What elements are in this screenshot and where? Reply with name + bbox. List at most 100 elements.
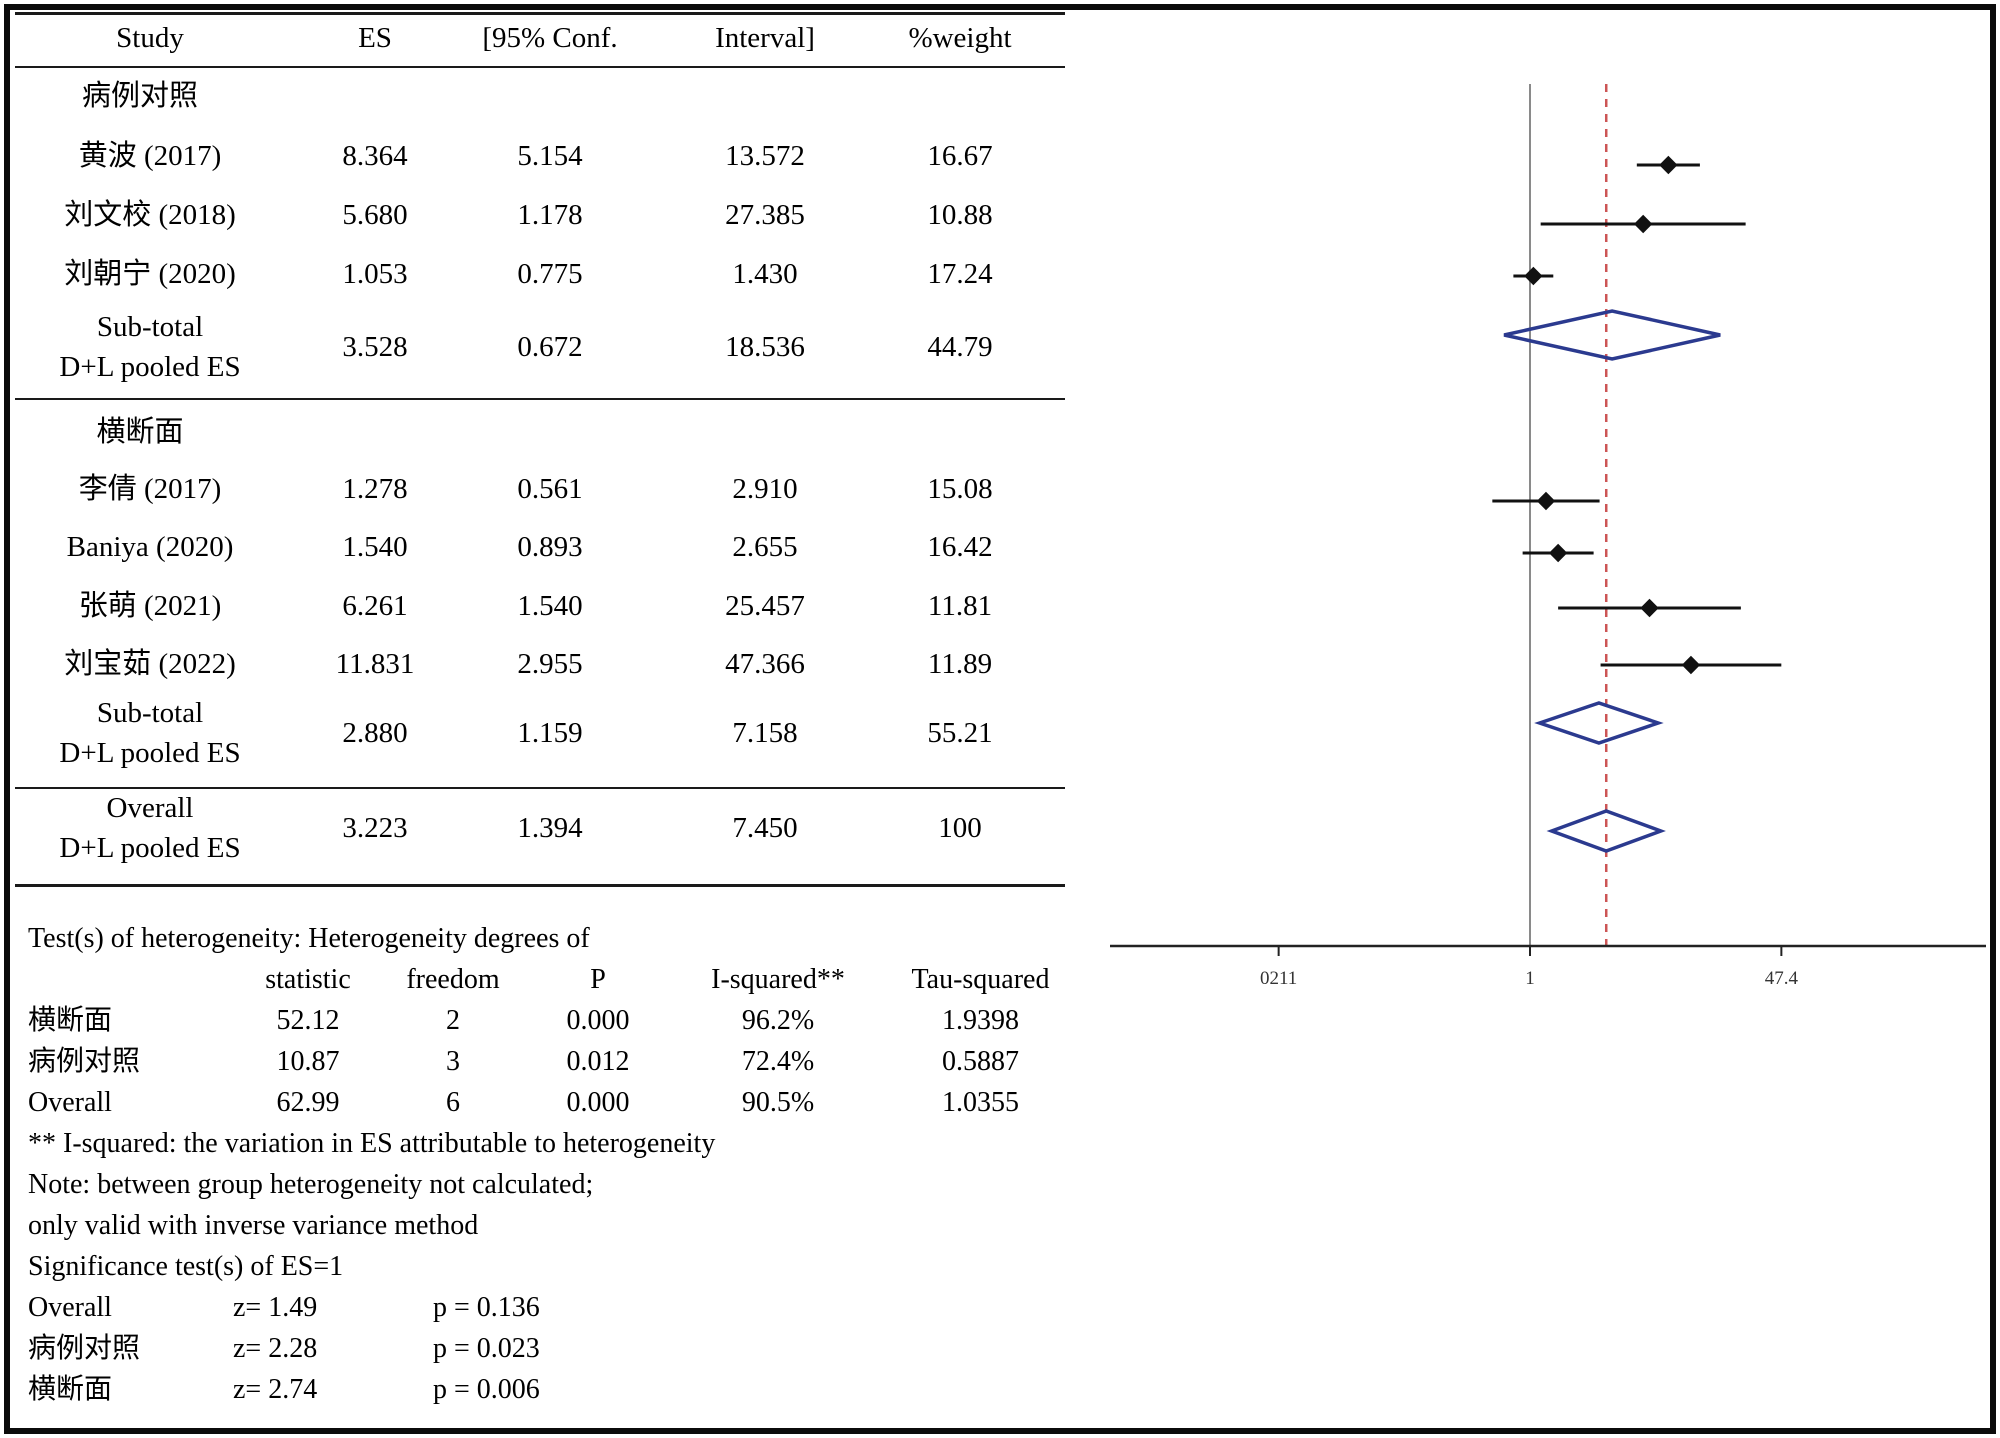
study-name: 黄波 (2017) bbox=[78, 140, 222, 172]
het-header-isquared: I-squared** bbox=[711, 964, 845, 995]
study-row: Baniya (2020) 1.540 0.893 2.655 16.42 bbox=[0, 525, 1080, 569]
ci-upper-value: 7.158 bbox=[732, 717, 798, 749]
group-label-row: 病例对照 bbox=[0, 74, 1080, 118]
het-header-tausquared: Tau-squared bbox=[911, 964, 1050, 995]
ci-lower-value: 0.672 bbox=[517, 331, 583, 363]
het-tausquared-value: 1.0355 bbox=[942, 1087, 1019, 1118]
study-row: 刘朝宁 (2020) 1.053 0.775 1.430 17.24 bbox=[0, 252, 1080, 296]
point-marker bbox=[1536, 491, 1556, 511]
study-name: Baniya (2020) bbox=[66, 531, 234, 563]
het-note: ** I-squared: the variation in ES attrib… bbox=[28, 1128, 716, 1159]
es-value: 3.223 bbox=[342, 812, 408, 844]
pooled-label-line2: D+L pooled ES bbox=[59, 832, 241, 865]
pooled-label-line2: D+L pooled ES bbox=[59, 351, 241, 384]
het-row: Overall 62.99 6 0.000 90.5% 1.0355 bbox=[28, 1082, 1088, 1123]
axis-tick-label: 1 bbox=[1525, 968, 1535, 989]
ci-upper-value: 27.385 bbox=[725, 199, 805, 231]
group-label: 横断面 bbox=[96, 416, 184, 448]
weight-value: 10.88 bbox=[927, 199, 993, 231]
ci-lower-value: 2.955 bbox=[517, 648, 583, 680]
ci-upper-value: 13.572 bbox=[725, 140, 805, 172]
het-isquared-value: 72.4% bbox=[741, 1046, 815, 1077]
table-header-row: Study ES [95% Conf. Interval] %weight bbox=[0, 16, 1080, 60]
ci-upper-value: 18.536 bbox=[725, 331, 805, 363]
sig-p-value: p = 0.006 bbox=[433, 1374, 540, 1405]
axis-tick-label: 47.4 bbox=[1765, 968, 1799, 989]
sig-row-label: 病例对照 bbox=[28, 1333, 141, 1364]
het-header-spacer bbox=[28, 959, 233, 1000]
ci-upper-value: 1.430 bbox=[732, 258, 798, 290]
axis-tick-label: 0211 bbox=[1260, 968, 1297, 989]
column-header-es: ES bbox=[358, 22, 392, 54]
subtotal-row: Sub-total D+L pooled ES 3.528 0.672 18.536 44… bbox=[0, 305, 1080, 389]
het-rows: 横断面 52.12 2 0.000 96.2% 1.9398 病例对照 10.87 3 0.012… bbox=[28, 1000, 1088, 1123]
het-header-freedom: freedom bbox=[406, 964, 500, 995]
es-value: 6.261 bbox=[342, 590, 408, 622]
weight-value: 55.21 bbox=[927, 717, 993, 749]
het-statistic: 62.99 bbox=[276, 1087, 340, 1118]
study-row: 黄波 (2017) 8.364 5.154 13.572 16.67 bbox=[0, 134, 1080, 178]
study-row: 张萌 (2021) 6.261 1.540 25.457 11.81 bbox=[0, 584, 1080, 628]
es-value: 3.528 bbox=[342, 331, 408, 363]
column-header-conf: [95% Conf. bbox=[482, 22, 618, 54]
study-row: 刘文校 (2018) 5.680 1.178 27.385 10.88 bbox=[0, 193, 1080, 237]
pooled-diamond bbox=[1534, 701, 1664, 745]
significance-row: 横断面 z= 2.74 p = 0.006 bbox=[28, 1369, 1088, 1410]
sig-row-label: 横断面 bbox=[28, 1374, 113, 1405]
weight-value: 100 bbox=[938, 812, 982, 844]
study-row: 刘宝茹 (2022) 11.831 2.955 47.366 11.89 bbox=[0, 642, 1080, 686]
sig-z-value: z= 2.74 bbox=[233, 1374, 318, 1405]
het-row: 病例对照 10.87 3 0.012 72.4% 0.5887 bbox=[28, 1041, 1088, 1082]
point-marker bbox=[1681, 655, 1701, 675]
ci-lower-value: 1.540 bbox=[517, 590, 583, 622]
het-freedom: 6 bbox=[446, 1087, 460, 1118]
ci-lower-value: 0.561 bbox=[517, 473, 583, 505]
group-label: 病例对照 bbox=[81, 80, 199, 112]
significance-title: Significance test(s) of ES=1 bbox=[28, 1251, 344, 1282]
es-value: 11.831 bbox=[335, 648, 415, 680]
pooled-label-line1: Overall bbox=[106, 792, 194, 824]
weight-value: 11.81 bbox=[927, 590, 993, 622]
het-header-p: P bbox=[590, 964, 606, 995]
ci-upper-value: 47.366 bbox=[725, 648, 805, 680]
column-header-study: Study bbox=[116, 22, 184, 54]
point-marker bbox=[1633, 214, 1653, 234]
point-marker bbox=[1659, 155, 1678, 175]
het-header-row: statistic freedom P I-squared** Tau-squa… bbox=[28, 959, 1088, 1000]
ci-lower-value: 5.154 bbox=[517, 140, 583, 172]
weight-value: 44.79 bbox=[927, 331, 993, 363]
pooled-label-line2: D+L pooled ES bbox=[59, 737, 241, 770]
study-name: 刘朝宁 (2020) bbox=[64, 258, 236, 290]
sig-p-value: p = 0.023 bbox=[433, 1333, 540, 1364]
table-rule-header bbox=[15, 66, 1065, 68]
pooled-label: Overall D+L pooled ES bbox=[59, 788, 240, 868]
study-name: 刘宝茹 (2022) bbox=[64, 648, 236, 680]
sig-z-value: z= 2.28 bbox=[233, 1333, 318, 1364]
het-p-value: 0.000 bbox=[566, 1005, 630, 1036]
het-p-value: 0.000 bbox=[566, 1087, 630, 1118]
table-rule-bottom bbox=[15, 884, 1065, 887]
sig-p-value: p = 0.136 bbox=[433, 1292, 540, 1323]
es-value: 5.680 bbox=[342, 199, 408, 231]
het-tausquared-value: 0.5887 bbox=[942, 1046, 1019, 1077]
significance-row: Overall z= 1.49 p = 0.136 bbox=[28, 1287, 1088, 1328]
es-value: 1.540 bbox=[342, 531, 408, 563]
point-marker bbox=[1524, 266, 1543, 286]
ci-lower-value: 1.394 bbox=[517, 812, 583, 844]
het-row-label: Overall bbox=[28, 1087, 112, 1118]
es-value: 8.364 bbox=[342, 140, 408, 172]
significance-rows: Overall z= 1.49 p = 0.136 病例对照 z= 2.28 p = 0.… bbox=[28, 1287, 1088, 1410]
es-value: 1.053 bbox=[342, 258, 408, 290]
group-label-row: 横断面 bbox=[0, 410, 1080, 454]
table-rule-overall bbox=[15, 787, 1065, 789]
ci-lower-value: 0.775 bbox=[517, 258, 583, 290]
het-row-label: 病例对照 bbox=[28, 1046, 141, 1077]
pooled-diamond bbox=[1546, 809, 1666, 853]
het-title: Test(s) of heterogeneity: Heterogeneity … bbox=[28, 923, 590, 954]
ci-lower-value: 0.893 bbox=[517, 531, 583, 563]
ci-upper-value: 2.910 bbox=[732, 473, 798, 505]
pooled-label: Sub-total D+L pooled ES bbox=[59, 693, 240, 773]
het-p-value: 0.012 bbox=[566, 1046, 630, 1077]
sig-row-label: Overall bbox=[28, 1292, 112, 1323]
